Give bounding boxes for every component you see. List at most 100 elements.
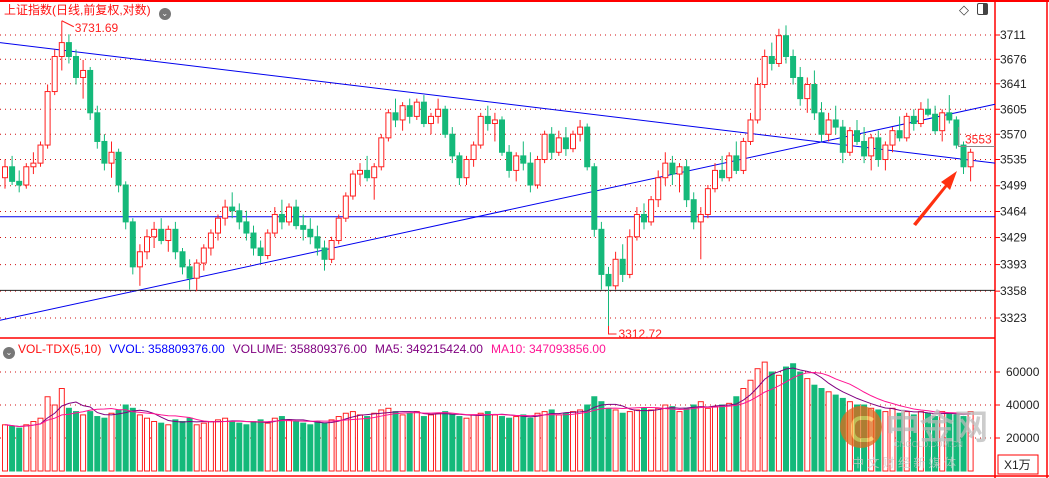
candle [648, 196, 655, 226]
price-tick-label: 3676 [1000, 52, 1027, 66]
candle-body [967, 151, 974, 168]
volume-bar [839, 397, 846, 472]
candle [910, 109, 917, 131]
candle [165, 225, 172, 252]
volume-bar [506, 417, 513, 472]
candle [278, 199, 285, 230]
candle-body [584, 126, 591, 168]
candle-body [804, 84, 811, 100]
candle-body [641, 213, 647, 223]
panel-toggle-icon[interactable] [977, 3, 988, 15]
candle-body [392, 112, 399, 121]
volume-bar [690, 404, 697, 472]
volume-bar [903, 411, 910, 472]
volume-bar [115, 409, 122, 472]
volume-bar [264, 422, 271, 472]
candle [499, 116, 505, 156]
volume-bar [491, 414, 498, 472]
volume-bar [101, 417, 108, 472]
candle-body [73, 55, 79, 78]
candle-body [612, 258, 619, 287]
candle-body [172, 228, 179, 253]
candle-body [264, 232, 271, 257]
volume-bar [321, 422, 328, 472]
volume-bar [555, 414, 562, 472]
volume-bar [200, 422, 207, 472]
candle-body [94, 112, 101, 142]
candle [633, 207, 640, 241]
candle [932, 105, 939, 135]
price-tick-label: 3641 [1000, 77, 1027, 91]
candle [527, 152, 534, 193]
volume-bar [548, 409, 555, 472]
candle [229, 192, 236, 219]
candle [818, 102, 825, 142]
candle [683, 159, 690, 208]
candle [868, 134, 875, 171]
volume-bar [406, 412, 413, 472]
chevron-down-circle-icon[interactable]: ⌄ [158, 8, 171, 20]
candle-body [399, 105, 406, 121]
candle [641, 203, 647, 230]
volume-bar [129, 407, 136, 472]
candle [783, 25, 789, 64]
volume-bar [250, 421, 257, 472]
volume-bar [243, 424, 250, 472]
candle-body [903, 115, 910, 139]
candle [108, 141, 115, 178]
candle [314, 225, 321, 256]
volume-bar [44, 396, 51, 472]
candle-body [562, 137, 569, 150]
candle-body [151, 228, 158, 238]
candle [371, 163, 378, 200]
candle [733, 141, 740, 175]
candle-body [80, 69, 87, 78]
candle-body [733, 155, 740, 171]
candle [94, 105, 101, 149]
diamond-icon[interactable]: ◇ [959, 2, 969, 17]
candle [307, 218, 314, 245]
candle [470, 141, 477, 167]
candle-body [207, 232, 214, 249]
candle-body [541, 133, 548, 161]
candle [726, 152, 733, 182]
candle [697, 207, 704, 260]
price-tick-label: 3393 [1000, 258, 1027, 272]
volume-bar [186, 417, 193, 472]
volume-bar [917, 411, 924, 472]
price-tick-label: 3535 [1000, 153, 1027, 167]
candle-body [882, 144, 889, 161]
volume-indicator-name: VOL-TDX(5,10) [18, 342, 102, 356]
volume-bar [179, 421, 186, 472]
candle-body [910, 115, 917, 125]
volume-bar [797, 371, 804, 472]
volume-bar [896, 412, 903, 472]
candle-body [406, 105, 413, 117]
chevron-down-circle-icon[interactable]: ⌄ [3, 347, 15, 359]
candle [747, 112, 754, 146]
volume-bar [783, 366, 789, 472]
volume-bar [832, 394, 839, 472]
candle [456, 152, 463, 186]
candle [662, 152, 669, 186]
candle-body [442, 108, 449, 135]
volume-bar [193, 424, 200, 472]
candle-body [243, 221, 250, 234]
volume-bar [207, 421, 214, 472]
volume-bar [300, 422, 307, 472]
candle [236, 203, 243, 230]
volume-bar [392, 411, 399, 472]
volume-bar [527, 417, 534, 472]
candle [520, 141, 527, 171]
candle [442, 105, 449, 138]
candle [73, 49, 79, 85]
candle-body [527, 162, 534, 186]
volume-bar [513, 416, 520, 472]
candle [293, 199, 300, 230]
candle [548, 127, 555, 160]
candle-body [861, 140, 868, 157]
candle [605, 266, 612, 326]
candle [115, 148, 122, 193]
